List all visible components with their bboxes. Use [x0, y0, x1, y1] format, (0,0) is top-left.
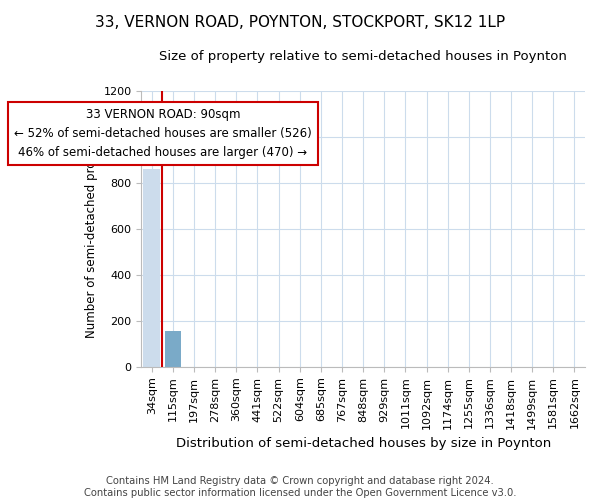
- Title: Size of property relative to semi-detached houses in Poynton: Size of property relative to semi-detach…: [159, 50, 567, 63]
- Y-axis label: Number of semi-detached properties: Number of semi-detached properties: [85, 120, 98, 338]
- Bar: [143, 169, 160, 367]
- Text: 33 VERNON ROAD: 90sqm
← 52% of semi-detached houses are smaller (526)
46% of sem: 33 VERNON ROAD: 90sqm ← 52% of semi-deta…: [14, 108, 312, 159]
- X-axis label: Distribution of semi-detached houses by size in Poynton: Distribution of semi-detached houses by …: [176, 437, 551, 450]
- Text: 33, VERNON ROAD, POYNTON, STOCKPORT, SK12 1LP: 33, VERNON ROAD, POYNTON, STOCKPORT, SK1…: [95, 15, 505, 30]
- Bar: [164, 331, 181, 367]
- Text: Contains HM Land Registry data © Crown copyright and database right 2024.
Contai: Contains HM Land Registry data © Crown c…: [84, 476, 516, 498]
